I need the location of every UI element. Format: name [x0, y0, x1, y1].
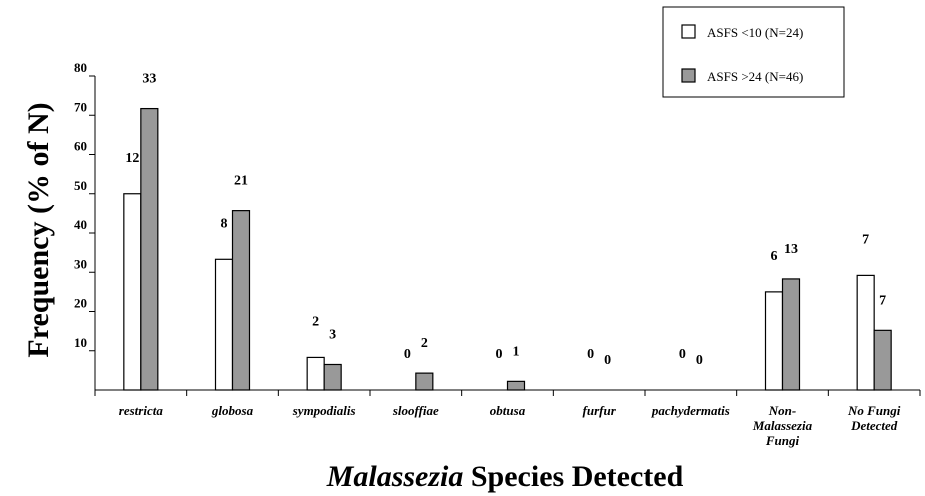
x-category-label: sympodialis — [292, 403, 356, 418]
bar-count-label: 2 — [312, 314, 319, 329]
x-category-label: obtusa — [490, 403, 526, 418]
bar-count-label: 0 — [696, 353, 703, 368]
x-axis-title-rest: Species Detected — [463, 460, 683, 493]
y-axis: 10 20 30 40 50 60 70 80 — [74, 60, 96, 390]
bar-count-label: 2 — [421, 336, 428, 351]
bar — [415, 372, 434, 391]
bar-count-label: 7 — [879, 293, 886, 308]
y-tick-label: 80 — [74, 60, 87, 75]
bar-count-label: 6 — [771, 249, 778, 264]
bar-count-label: 0 — [587, 347, 594, 362]
x-category-label: No Fungi — [847, 403, 901, 418]
bar — [214, 258, 234, 391]
bar-count-label: 0 — [604, 353, 611, 368]
bars — [123, 107, 892, 391]
bar — [306, 356, 325, 391]
x-category-label: Detected — [850, 418, 898, 433]
legend: ASFS <10 (N=24) ASFS >24 (N=46) — [662, 6, 845, 98]
bar-count-label: 33 — [142, 72, 156, 87]
bar-count-label: 12 — [125, 151, 139, 166]
legend-swatch-series-2 — [681, 68, 696, 83]
x-category-label: pachydermatis — [651, 403, 730, 418]
bar-count-label: 0 — [496, 347, 503, 362]
bar — [231, 210, 251, 391]
y-tick-label: 20 — [74, 296, 87, 311]
x-category-label: furfur — [583, 403, 617, 418]
bar-count-label: 8 — [221, 216, 228, 231]
bar — [764, 291, 784, 391]
legend-swatch-series-1 — [681, 24, 696, 39]
bar-count-label: 3 — [329, 327, 336, 342]
x-category-label: globosa — [211, 403, 254, 418]
x-axis-title-italic: Malassezia — [326, 460, 464, 493]
y-axis-title: Frequency (% of N) — [22, 102, 55, 357]
y-tick-label: 10 — [74, 335, 87, 350]
bar — [140, 107, 159, 391]
category-labels: restricta globosa sympodialis slooffiae obtu… — [119, 403, 901, 448]
bar — [506, 380, 526, 391]
y-tick-label: 40 — [74, 217, 87, 232]
x-axis-title: Malassezia Species Detected — [326, 460, 684, 493]
y-tick-label: 60 — [74, 139, 87, 154]
bar — [123, 193, 142, 391]
bar-count-label: 0 — [404, 347, 411, 362]
x-category-label: Malassezia — [752, 418, 813, 433]
bar-count-label: 0 — [679, 347, 686, 362]
bar — [856, 274, 875, 391]
bar — [323, 363, 342, 391]
bar-count-label: 21 — [234, 174, 248, 189]
y-tick-label: 50 — [74, 178, 87, 193]
bar-count-label: 13 — [784, 242, 798, 257]
x-category-label: Fungi — [765, 433, 800, 448]
bar-count-label: 1 — [513, 344, 520, 359]
bar-count-label: 7 — [862, 232, 869, 247]
x-category-label: Non- — [768, 403, 796, 418]
x-category-label: restricta — [119, 403, 164, 418]
x-category-label: slooffiae — [392, 403, 439, 418]
bar — [781, 278, 801, 391]
bar — [873, 329, 892, 391]
x-axis — [94, 389, 921, 396]
legend-label-series-1: ASFS <10 (N=24) — [707, 25, 803, 40]
legend-label-series-2: ASFS >24 (N=46) — [707, 69, 803, 84]
y-tick-label: 30 — [74, 256, 87, 271]
y-tick-label: 70 — [74, 99, 87, 114]
